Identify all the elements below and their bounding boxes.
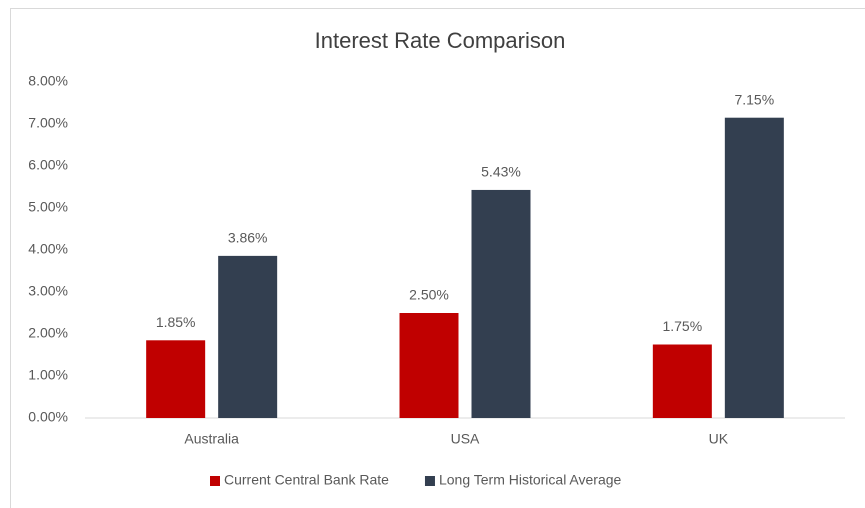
- x-tick-label: UK: [709, 431, 729, 447]
- y-tick-label: 5.00%: [28, 199, 68, 215]
- y-tick-label: 0.00%: [28, 409, 68, 425]
- bar: [218, 255, 278, 418]
- value-label: 2.50%: [409, 287, 449, 303]
- x-tick-label: USA: [451, 431, 480, 447]
- y-tick-label: 3.00%: [28, 283, 68, 299]
- y-tick-label: 2.00%: [28, 325, 68, 341]
- value-label: 3.86%: [228, 230, 268, 246]
- chart-border: [10, 8, 865, 508]
- bar: [652, 344, 712, 418]
- legend-swatch: [210, 476, 220, 486]
- value-label: 5.43%: [481, 164, 521, 180]
- bar: [399, 313, 459, 418]
- legend-label: Current Central Bank Rate: [224, 472, 389, 488]
- value-label: 7.15%: [734, 91, 774, 107]
- y-tick-label: 8.00%: [28, 73, 68, 89]
- value-label: 1.75%: [662, 318, 702, 334]
- y-tick-label: 4.00%: [28, 241, 68, 257]
- legend-swatch: [424, 476, 435, 486]
- y-tick-label: 7.00%: [28, 115, 68, 131]
- legend-label: Long Term Historical Average: [439, 472, 622, 488]
- x-tick-label: Australia: [184, 431, 239, 447]
- y-tick-label: 1.00%: [28, 367, 68, 383]
- bar: [724, 117, 784, 418]
- bar: [471, 189, 531, 418]
- value-label: 1.85%: [156, 314, 196, 330]
- chart-title: Interest Rate Comparison: [315, 28, 566, 53]
- bar: [146, 340, 206, 418]
- y-tick-label: 6.00%: [28, 157, 68, 173]
